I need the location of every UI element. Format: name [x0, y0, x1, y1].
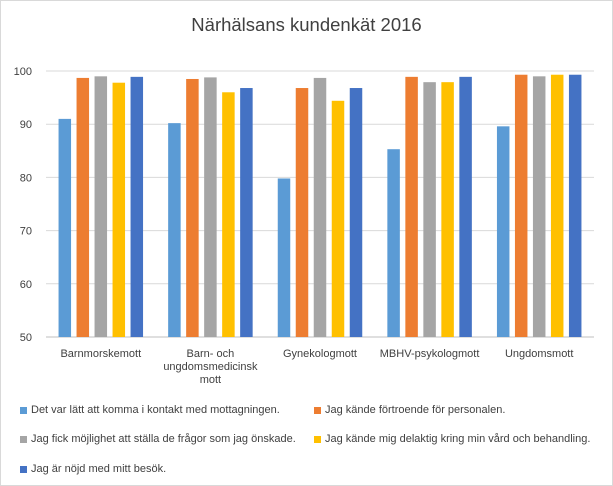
legend-label: Jag kände förtroende för personalen. [325, 404, 506, 416]
bar [532, 76, 546, 337]
x-category-label: ungdomsmedicinsk [163, 361, 258, 373]
bar [76, 77, 90, 337]
bar [222, 92, 235, 337]
y-tick-label: 90 [20, 119, 32, 131]
legend-label: Jag kände mig delaktig kring min vård oc… [325, 433, 591, 445]
y-tick-label: 100 [14, 66, 32, 78]
legend-swatch [20, 465, 27, 473]
bar [94, 76, 108, 337]
bar [168, 123, 181, 337]
bar [387, 149, 400, 337]
bar [514, 74, 528, 337]
bar [459, 76, 472, 338]
bar [130, 76, 144, 338]
bar [240, 88, 253, 337]
bar [277, 178, 291, 337]
y-tick-label: 80 [20, 172, 32, 184]
bar [568, 74, 582, 337]
y-tick-label: 60 [20, 279, 32, 291]
legend-swatch [20, 435, 27, 443]
bar [112, 82, 126, 337]
x-category-label: mott [200, 374, 221, 386]
x-category-label: Barn- och [187, 348, 235, 360]
legend-item: Det var lätt att komma i kontakt med mot… [20, 404, 280, 416]
bar [550, 74, 564, 337]
legend-swatch [314, 435, 321, 443]
bar [186, 78, 199, 337]
bar [331, 100, 345, 338]
bar [204, 77, 217, 337]
legend-item: Jag är nöjd med mitt besök. [20, 463, 166, 475]
legend-label: Jag fick möjlighet att ställa de frågor … [31, 433, 296, 445]
bar [496, 126, 510, 337]
legend-item: Jag kände förtroende för personalen. [314, 404, 505, 416]
bar [295, 88, 309, 337]
chart-title: Närhälsans kundenkät 2016 [191, 14, 422, 35]
bar [405, 76, 418, 338]
bar [349, 88, 363, 337]
x-category-label: Ungdomsmott [505, 348, 573, 360]
x-category-label: MBHV-psykologmott [380, 348, 480, 360]
legend-label: Jag är nöjd med mitt besök. [31, 463, 167, 475]
x-category-label: Barnmorskemott [60, 348, 141, 360]
bar [423, 82, 436, 337]
bar [313, 77, 327, 337]
bar [441, 82, 454, 337]
bar [58, 118, 72, 337]
x-category-label: Gynekologmott [283, 348, 357, 360]
y-tick-label: 50 [20, 332, 32, 344]
legend-item: Jag fick möjlighet att ställa de frågor … [20, 433, 296, 445]
legend-swatch [314, 406, 321, 414]
legend-label: Det var lätt att komma i kontakt med mot… [31, 404, 280, 416]
legend-item: Jag kände mig delaktig kring min vård oc… [314, 433, 590, 445]
y-tick-label: 70 [20, 226, 32, 238]
legend-swatch [20, 406, 27, 414]
